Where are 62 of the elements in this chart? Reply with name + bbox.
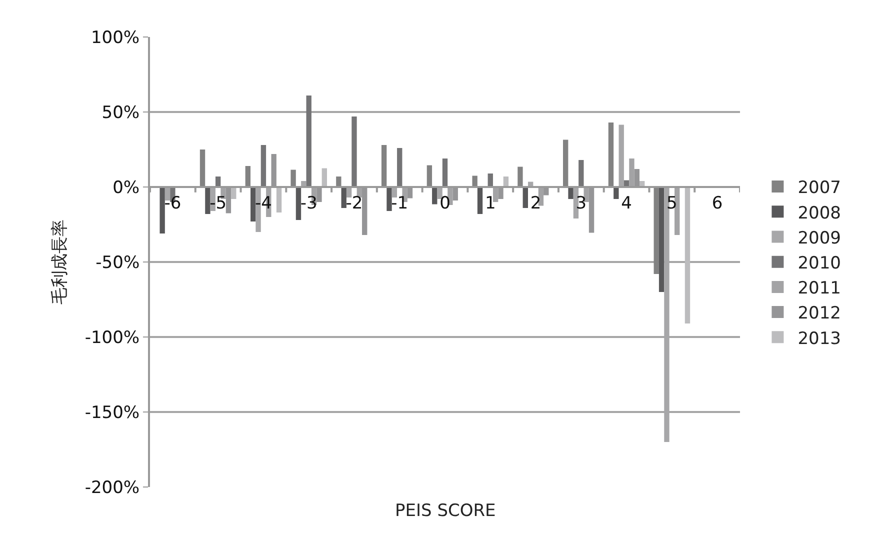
bar	[200, 150, 206, 187]
x-tick-label: 2	[530, 193, 542, 214]
bar	[245, 166, 250, 187]
bar	[518, 166, 523, 187]
bar	[618, 124, 624, 187]
bar	[160, 187, 165, 234]
bar	[568, 187, 574, 199]
x-tick-label: 6	[712, 193, 723, 214]
bar	[260, 145, 266, 187]
x-tick-label: -1	[391, 193, 408, 214]
x-tick-label: -6	[164, 193, 182, 214]
bar	[397, 148, 402, 187]
bar	[477, 187, 483, 214]
bar	[522, 187, 528, 208]
y-axis-title: 毛利成長率	[50, 220, 70, 304]
x-tick-label: -5	[210, 193, 227, 214]
y-tick-label: 0%	[112, 178, 140, 198]
x-tick-label: 5	[666, 193, 678, 214]
y-tick-label: -100%	[84, 328, 140, 348]
bar	[381, 145, 387, 187]
bar	[336, 176, 342, 187]
legend-label: 2009	[798, 228, 841, 248]
bar	[322, 168, 327, 187]
bar	[614, 187, 619, 199]
legend-label: 2012	[798, 304, 841, 324]
x-tick-label: 3	[576, 193, 587, 214]
y-tick-label: -50%	[96, 252, 140, 273]
bar	[654, 187, 659, 274]
bar	[352, 116, 357, 187]
bar	[386, 187, 392, 211]
y-tick-label: 50%	[102, 102, 140, 123]
bar	[426, 165, 432, 187]
legend-label: 2013	[798, 328, 841, 349]
bar	[290, 170, 296, 187]
bar	[437, 187, 442, 199]
x-tick-label: -3	[300, 193, 318, 214]
x-tick-label: -2	[346, 193, 363, 214]
bar	[296, 187, 302, 220]
y-tick-label: 100%	[90, 28, 140, 48]
bar	[442, 158, 448, 187]
bar	[306, 96, 312, 187]
bar	[608, 122, 614, 187]
legend-label: 2008	[798, 203, 841, 224]
bar	[341, 187, 346, 208]
bar	[563, 140, 568, 187]
bar	[250, 187, 256, 222]
bar	[472, 176, 478, 187]
x-axis-title: PEIS SCORE	[395, 501, 496, 521]
x-tick-label: 4	[621, 193, 632, 214]
bar	[658, 187, 664, 292]
legend-label: 2010	[798, 253, 841, 274]
y-tick-label: -150%	[84, 402, 140, 423]
bar	[276, 187, 282, 212]
x-tick-label: 0	[440, 193, 450, 214]
legend-label: 2011	[798, 278, 841, 299]
x-tick-label: 1	[484, 193, 496, 214]
bar	[205, 187, 210, 214]
bar	[578, 160, 584, 187]
y-tick-label: -200%	[84, 478, 140, 498]
legend-label: 2007	[798, 178, 841, 198]
bar	[684, 187, 690, 324]
bar	[432, 187, 438, 204]
